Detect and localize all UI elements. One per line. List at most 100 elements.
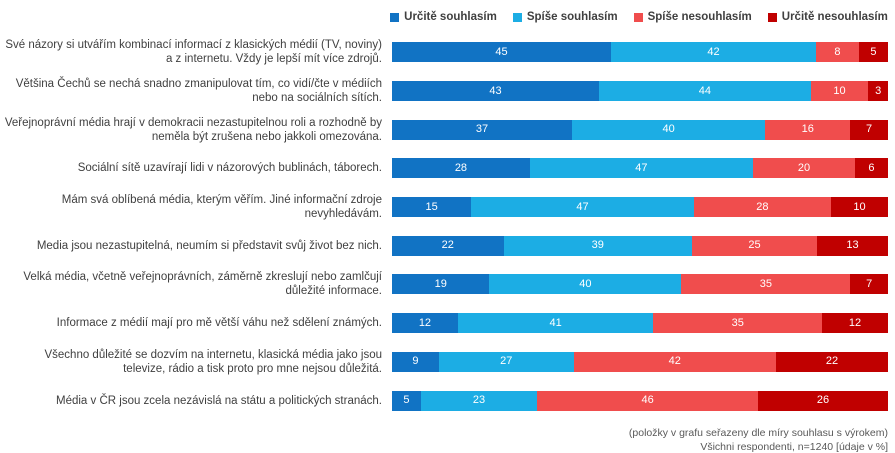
segment-value: 22 [441, 239, 454, 252]
bar-segment: 22 [776, 351, 888, 372]
chart-row: Většina Čechů se nechá snadno zmanipulov… [0, 72, 895, 111]
bar-segment: 28 [693, 197, 832, 218]
chart-row: Sociální sítě uzavírají lidi v názorovýc… [0, 149, 895, 188]
bar-segment: 39 [503, 235, 692, 256]
footnote-line-1: (položky v grafu seřazeny dle míry souhl… [628, 426, 888, 439]
bar-segment: 5 [858, 42, 888, 63]
stacked-bar: 15 47 28 10 [392, 197, 888, 218]
bar-segment: 12 [392, 313, 458, 334]
bar-segment: 44 [599, 81, 811, 102]
category-label: Informace z médií mají pro mě větší váhu… [56, 317, 382, 330]
bar-segment: 37 [392, 119, 572, 140]
category-label: Velká média, včetně veřejnoprávních, zám… [23, 271, 382, 298]
chart-legend: Určitě souhlasím Spíše souhlasím Spíše n… [390, 9, 888, 25]
segment-value: 8 [834, 45, 841, 58]
segment-value: 42 [668, 355, 681, 368]
bar-segment: 22 [392, 235, 504, 256]
chart-row: Média v ČR jsou zcela nezávislá na státu… [0, 381, 895, 420]
bar-segment: 9 [392, 351, 439, 372]
bar-segment: 25 [691, 235, 818, 256]
stacked-bar: 22 39 25 13 [392, 235, 888, 256]
bar-segment: 13 [817, 235, 888, 256]
category-label: Mám svá oblíbená média, kterým věřím. Ji… [61, 194, 382, 221]
bar-segment: 7 [850, 119, 888, 140]
stacked-bar: 37 40 16 7 [392, 119, 888, 140]
bar-segment: 15 [392, 197, 472, 218]
segment-value: 19 [434, 277, 447, 290]
bar-segment: 40 [489, 274, 682, 295]
chart-footnote: (položky v grafu seřazeny dle míry souhl… [0, 426, 895, 453]
chart-row: Media jsou nezastupitelná, neumím si pře… [0, 226, 895, 265]
bar-segment: 45 [392, 42, 611, 63]
footnote-line-2: Všichni respondenti, n=1240 [údaje v %] [700, 440, 888, 453]
bar-segment: 8 [816, 42, 859, 63]
chart-row: Veřejnoprávní média hrají v demokracii n… [0, 110, 895, 149]
segment-value: 22 [825, 355, 839, 368]
chart-row: Všechno důležité se dozvím na internetu,… [0, 343, 895, 382]
bar-segment: 7 [850, 274, 888, 295]
segment-value: 28 [454, 161, 468, 174]
legend-swatch-icon [633, 12, 643, 22]
segment-value: 12 [848, 316, 862, 329]
chart-row: Informace z médií mají pro mě větší váhu… [0, 304, 895, 343]
segment-value: 41 [549, 316, 562, 329]
category-label: Media jsou nezastupitelná, neumím si pře… [36, 239, 382, 252]
segment-value: 37 [475, 123, 489, 136]
bar-segment: 40 [571, 119, 766, 140]
segment-value: 5 [870, 45, 877, 58]
bar-segment: 16 [765, 119, 851, 140]
segment-value: 3 [875, 84, 882, 97]
bar-segment: 10 [831, 197, 888, 218]
legend-item-spise-nesouhlasim: Spíše nesouhlasím [633, 11, 752, 23]
bar-segment: 12 [822, 313, 888, 334]
segment-value: 10 [853, 200, 866, 213]
segment-value: 12 [418, 316, 432, 329]
bar-segment: 3 [868, 81, 888, 102]
segment-value: 27 [500, 355, 513, 368]
bar-segment: 27 [438, 351, 574, 372]
bar-segment: 19 [392, 274, 490, 295]
segment-value: 43 [489, 84, 502, 97]
segment-value: 7 [866, 277, 873, 290]
bar-segment: 46 [537, 390, 758, 411]
segment-value: 28 [756, 200, 769, 213]
legend-swatch-icon [390, 12, 400, 22]
segment-value: 42 [707, 45, 720, 58]
bar-segment: 20 [752, 158, 855, 179]
bar-segment: 41 [457, 313, 654, 334]
category-label: Většina Čechů se nechá snadno zmanipulov… [15, 78, 382, 105]
segment-value: 20 [797, 161, 811, 174]
stacked-bar: 19 40 35 7 [392, 274, 888, 295]
stacked-bar: 45 42 8 5 [392, 42, 888, 63]
stacked-bar: 43 44 10 3 [392, 81, 888, 102]
bar-segment: 42 [610, 42, 817, 63]
category-label: Sociální sítě uzavírají lidi v názorovýc… [77, 162, 382, 175]
segment-value: 7 [866, 123, 873, 136]
chart-row: Velká média, včetně veřejnoprávních, zám… [0, 265, 895, 304]
legend-label: Spíše souhlasím [526, 11, 618, 23]
segment-value: 26 [816, 394, 830, 407]
stacked-bar: 9 27 42 22 [392, 351, 888, 372]
segment-value: 35 [731, 316, 744, 329]
segment-value: 23 [472, 394, 486, 407]
legend-item-urcite-souhlasim: Určitě souhlasím [390, 11, 497, 23]
bar-segment: 47 [529, 158, 753, 179]
category-label: Všechno důležité se dozvím na internetu,… [44, 348, 382, 375]
bar-segment: 35 [681, 274, 851, 295]
bar-segment: 42 [573, 351, 777, 372]
legend-item-urcite-nesouhlasim: Určitě nesouhlasím [767, 11, 888, 23]
segment-value: 47 [635, 161, 648, 174]
stacked-bar: 5 23 46 26 [392, 390, 888, 411]
stacked-bar: 28 47 20 6 [392, 158, 889, 179]
chart-row: Mám svá oblíbená média, kterým věřím. Ji… [0, 188, 895, 227]
legend-label: Určitě souhlasím [404, 11, 497, 23]
chart-row: Své názory si utvářím kombinací informac… [0, 33, 895, 72]
segment-value: 16 [801, 123, 814, 136]
segment-value: 6 [868, 161, 875, 174]
segment-value: 13 [846, 239, 859, 252]
chart-rows: Své názory si utvářím kombinací informac… [0, 33, 895, 420]
bar-segment: 28 [392, 158, 530, 179]
bar-segment: 6 [854, 158, 889, 179]
segment-value: 39 [591, 239, 604, 252]
